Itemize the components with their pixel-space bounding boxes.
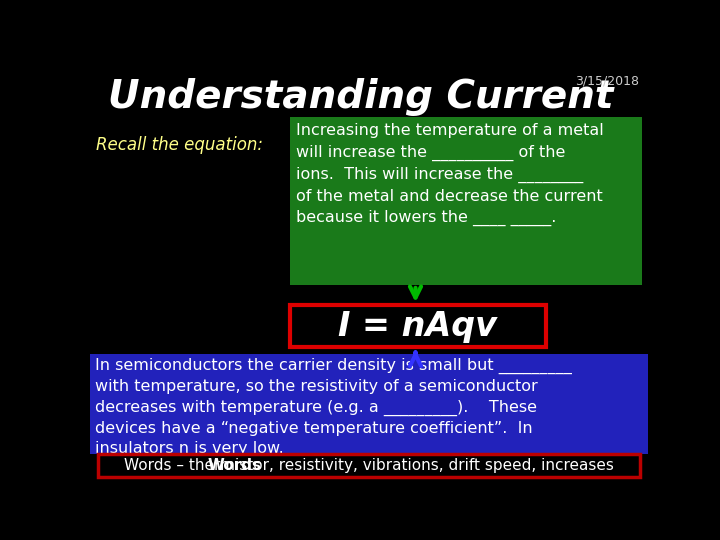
Text: Words – thermistor, resistivity, vibrations, drift speed, increases: Words – thermistor, resistivity, vibrati… (124, 458, 614, 472)
Text: Recall the equation:: Recall the equation: (96, 136, 264, 154)
Bar (90, 354, 648, 454)
Text: 3/15/2018: 3/15/2018 (575, 74, 639, 87)
Text: I = nAqv: I = nAqv (338, 310, 498, 343)
Text: Words: Words (208, 458, 262, 472)
Text: Understanding Current: Understanding Current (109, 78, 614, 116)
Bar (290, 305, 546, 347)
Text: In semiconductors the carrier density is small but _________
with temperature, s: In semiconductors the carrier density is… (94, 357, 572, 456)
Text: Increasing the temperature of a metal
will increase the __________ of the
ions. : Increasing the temperature of a metal wi… (296, 123, 604, 226)
Bar (98, 454, 640, 477)
Bar (290, 117, 642, 285)
